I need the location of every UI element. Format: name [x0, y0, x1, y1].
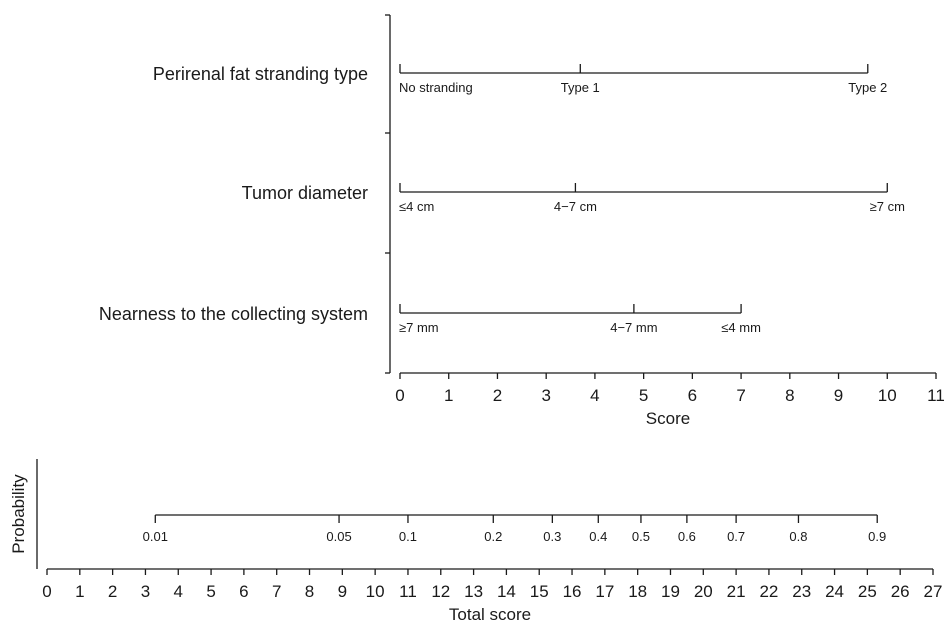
score-x-tick-label: 2 — [493, 386, 502, 405]
probability-tick-label: 0.7 — [727, 529, 745, 544]
total-score-x-tick-label: 21 — [727, 582, 746, 601]
variable-point-label: 4−7 cm — [554, 199, 597, 214]
variable-row: Tumor diameter ≤4 cm 4−7 cm ≥7 cm — [242, 183, 905, 214]
score-x-tick-label: 1 — [444, 386, 453, 405]
variable-point-label: ≥7 cm — [870, 199, 905, 214]
total-score-x-tick-label: 20 — [694, 582, 713, 601]
total-score-x-tick-label: 12 — [431, 582, 450, 601]
total-score-x-tick-label: 4 — [174, 582, 183, 601]
score-x-tick-label: 4 — [590, 386, 599, 405]
total-score-x-tick-label: 18 — [628, 582, 647, 601]
total-score-x-tick-label: 13 — [464, 582, 483, 601]
variable-point-label: 4−7 mm — [610, 320, 657, 335]
total-score-x-tick-label: 0 — [42, 582, 51, 601]
variable-point-label: ≥7 mm — [399, 320, 439, 335]
variable-rows: Perirenal fat stranding type No stranding… — [99, 64, 905, 335]
total-score-x-tick-label: 19 — [661, 582, 680, 601]
score-y-ticks — [385, 14, 390, 374]
total-score-x-tick-label: 8 — [305, 582, 314, 601]
probability-tick-label: 0.05 — [326, 529, 351, 544]
total-score-x-tick-label: 9 — [338, 582, 347, 601]
score-x-tick-label: 10 — [878, 386, 897, 405]
total-score-x-tick-label: 23 — [792, 582, 811, 601]
total-score-x-tick-label: 1 — [75, 582, 84, 601]
probability-tick-label: 0.3 — [543, 529, 561, 544]
total-score-x-tick-label: 3 — [141, 582, 150, 601]
probability-tick-label: 0.4 — [589, 529, 607, 544]
variable-point-label: No stranding — [399, 80, 473, 95]
score-x-tick-label: 3 — [541, 386, 550, 405]
score-x-tick-label: 0 — [395, 386, 404, 405]
total-score-x-ticks: 0 1 2 3 4 5 6 7 8 9 10 11 12 13 14 15 16 17 18 19 20 21 22 23 24… — [42, 569, 942, 601]
variable-row: Nearness to the collecting system ≥7 mm 4−… — [99, 304, 761, 335]
total-score-axis-title: Total score — [449, 605, 531, 624]
total-score-x-tick-label: 14 — [497, 582, 516, 601]
variable-point-label: Type 1 — [561, 80, 600, 95]
probability-axis-title: Probability — [9, 474, 28, 554]
score-x-tick-label: 8 — [785, 386, 794, 405]
total-score-x-tick-label: 25 — [858, 582, 877, 601]
score-axis-title: Score — [646, 409, 690, 428]
score-x-tick-label: 9 — [834, 386, 843, 405]
score-x-ticks: 0 1 2 3 4 5 6 7 8 9 10 11 — [395, 373, 945, 405]
total-score-x-tick-label: 17 — [595, 582, 614, 601]
probability-tick-label: 0.2 — [484, 529, 502, 544]
probability-tick-label: 0.5 — [632, 529, 650, 544]
total-score-x-tick-label: 2 — [108, 582, 117, 601]
probability-tick-label: 0.01 — [143, 529, 168, 544]
probability-tick-label: 0.6 — [678, 529, 696, 544]
score-x-tick-label: 7 — [736, 386, 745, 405]
total-score-x-tick-label: 22 — [759, 582, 778, 601]
total-score-x-tick-label: 7 — [272, 582, 281, 601]
probability-tick-label: 0.1 — [399, 529, 417, 544]
variable-point-label: ≤4 cm — [399, 199, 434, 214]
total-score-x-tick-label: 24 — [825, 582, 844, 601]
probability-tick-label: 0.8 — [789, 529, 807, 544]
variable-point-label: Type 2 — [848, 80, 887, 95]
score-panel: 0 1 2 3 4 5 6 7 8 9 10 11 Score Perirenal fat stran… — [99, 14, 945, 428]
total-score-x-tick-label: 16 — [563, 582, 582, 601]
probability-panel: Probability 0 1 2 3 4 5 6 7 8 9 10 11 12 13 14 15 16 17 18… — [9, 459, 942, 624]
total-score-x-tick-label: 27 — [924, 582, 943, 601]
total-score-x-tick-label: 15 — [530, 582, 549, 601]
total-score-x-tick-label: 10 — [366, 582, 385, 601]
score-x-tick-label: 5 — [639, 386, 648, 405]
probability-scale: 0.01 0.05 0.1 0.2 0.3 0.4 0.5 0.6 0.7 0.8 0.9 — [143, 514, 886, 544]
variable-name: Tumor diameter — [242, 183, 368, 203]
probability-tick-label: 0.9 — [868, 529, 886, 544]
variable-row: Perirenal fat stranding type No stranding… — [153, 64, 887, 95]
total-score-x-tick-label: 26 — [891, 582, 910, 601]
score-x-tick-label: 11 — [927, 386, 945, 405]
variable-name: Nearness to the collecting system — [99, 304, 368, 324]
total-score-x-tick-label: 11 — [399, 582, 417, 601]
variable-point-label: ≤4 mm — [721, 320, 761, 335]
score-x-tick-label: 6 — [688, 386, 697, 405]
total-score-x-tick-label: 6 — [239, 582, 248, 601]
total-score-x-tick-label: 5 — [206, 582, 215, 601]
variable-name: Perirenal fat stranding type — [153, 64, 368, 84]
